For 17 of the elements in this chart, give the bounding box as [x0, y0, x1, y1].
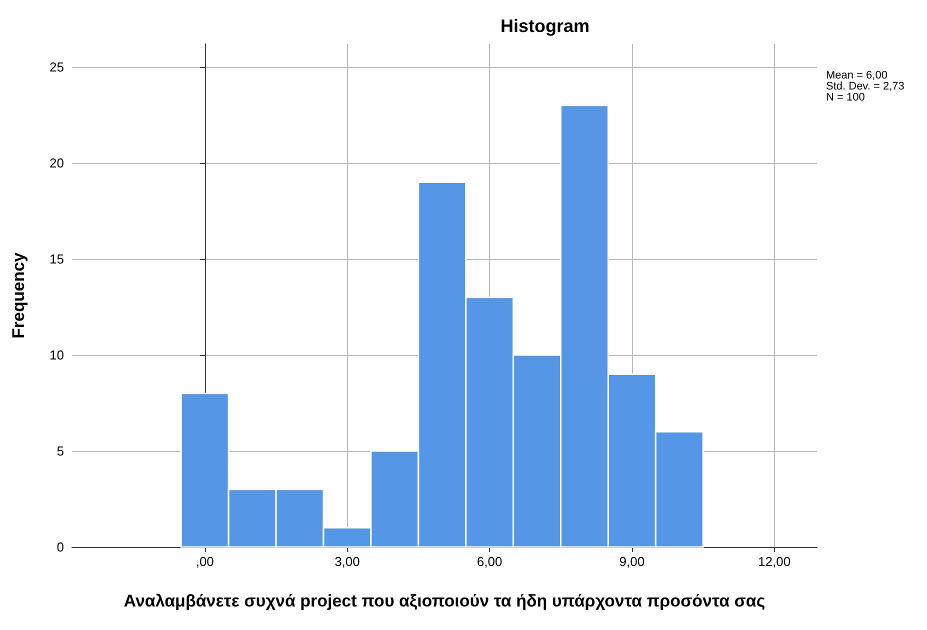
text: Std. Dev. = 2,73 — [826, 80, 904, 92]
x-tick-label: 6,00 — [476, 554, 502, 569]
y-tick-label: 25 — [50, 60, 64, 75]
chart-title: Histogram — [500, 16, 590, 36]
x-axis-title: Αναλαμβάνετε συχνά project που αξιοποιούν τα ήδη υπάρχοντα προσόντα σας — [124, 592, 766, 610]
x-tick-label: 12,00 — [758, 554, 791, 569]
x-tick-label: ,00 — [196, 554, 214, 569]
text: Mean = 6,00 — [826, 70, 888, 82]
y-tick-label: 10 — [50, 348, 64, 363]
y-tick-label: 5 — [56, 444, 64, 459]
text: N = 100 — [826, 92, 865, 104]
y-tick-label: 0 — [56, 540, 64, 554]
y-tick-label: 20 — [50, 156, 64, 171]
y-axis-title: Frequency — [9, 252, 28, 338]
y-tick-label: 15 — [50, 252, 64, 267]
x-tick-label: 9,00 — [619, 554, 645, 569]
x-tick-label: 3,00 — [334, 554, 360, 569]
